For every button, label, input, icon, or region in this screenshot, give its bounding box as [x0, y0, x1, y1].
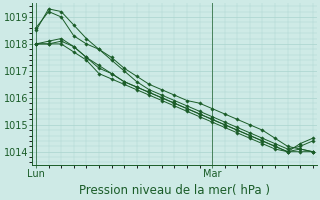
- X-axis label: Pression niveau de la mer( hPa ): Pression niveau de la mer( hPa ): [79, 184, 270, 197]
